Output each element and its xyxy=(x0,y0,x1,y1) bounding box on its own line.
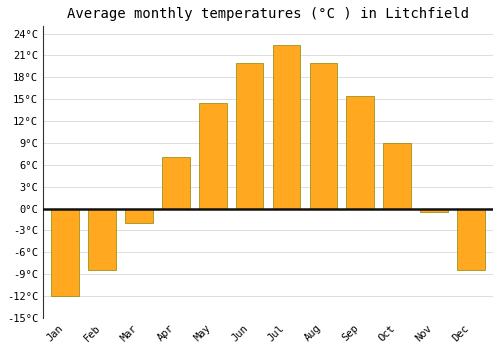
Bar xyxy=(457,209,485,271)
Bar xyxy=(272,44,300,209)
Bar xyxy=(88,209,116,271)
Bar xyxy=(236,63,264,209)
Bar xyxy=(346,96,374,209)
Title: Average monthly temperatures (°C ) in Litchfield: Average monthly temperatures (°C ) in Li… xyxy=(67,7,469,21)
Bar xyxy=(199,103,226,209)
Bar xyxy=(52,209,79,296)
Bar xyxy=(310,63,337,209)
Bar xyxy=(384,143,411,209)
Bar xyxy=(420,209,448,212)
Bar xyxy=(125,209,153,223)
Bar xyxy=(162,158,190,209)
